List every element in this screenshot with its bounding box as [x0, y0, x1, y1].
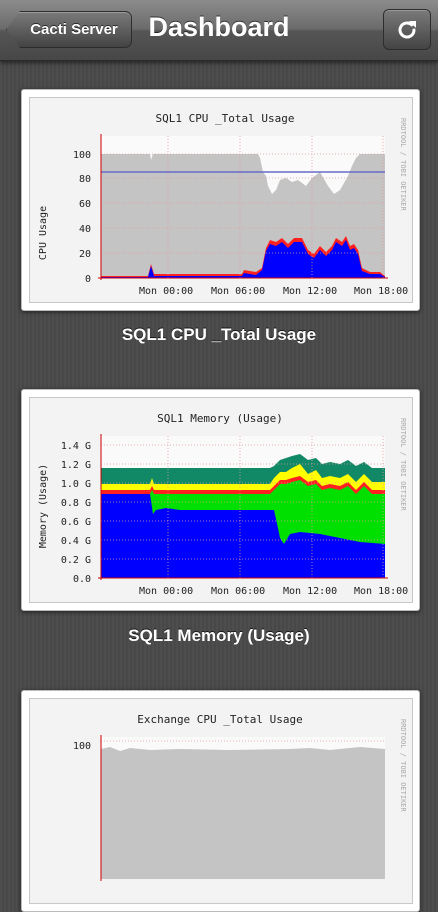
x-tick: Mon 00:00	[139, 286, 193, 297]
y-tick: 100	[73, 741, 91, 752]
graph-title: SQL1 CPU _Total Usage	[155, 112, 294, 125]
x-tick: Mon 12:00	[283, 286, 337, 297]
x-tick: Mon 06:00	[211, 586, 265, 597]
graph-title: SQL1 Memory (Usage)	[157, 412, 283, 425]
x-tick: Mon 18:00	[354, 286, 408, 297]
refresh-icon	[398, 20, 416, 38]
y-tick: 20	[79, 249, 91, 260]
y-tick: 0.6 G	[61, 517, 91, 528]
y-tick: 80	[79, 174, 91, 185]
graph-caption-cpu: SQL1 CPU _Total Usage	[121, 325, 317, 344]
memory-graph-svg: SQL1 Memory (Usage) Memory (Usage) RRDTO…	[38, 412, 408, 597]
y-tick: 40	[79, 224, 91, 235]
y-axis-label: CPU Usage	[38, 206, 49, 260]
rrdtool-watermark: RRDTOOL / TOBI OETIKER	[399, 719, 407, 813]
rrdtool-watermark: RRDTOOL / TOBI OETIKER	[399, 118, 407, 212]
graph-image-memory: SQL1 Memory (Usage) Memory (Usage) RRDTO…	[29, 397, 413, 603]
y-axis-label: Memory (Usage)	[38, 464, 49, 548]
y-tick: 1.0 G	[61, 479, 91, 490]
cpu-blue-area	[101, 240, 385, 278]
graph-card-exchange-cpu[interactable]: Exchange CPU _Total Usage RRDTOOL / TOBI…	[21, 690, 420, 912]
cpu-graph-svg: SQL1 CPU _Total Usage CPU Usage RRDTOOL …	[38, 112, 408, 297]
y-tick: 1.2 G	[61, 460, 91, 471]
x-tick: Mon 12:00	[283, 586, 337, 597]
y-tick: 0.8 G	[61, 498, 91, 509]
exchange-idle-area	[101, 747, 385, 879]
y-tick: 0.2 G	[61, 555, 91, 566]
x-tick: Mon 00:00	[139, 586, 193, 597]
graph-title: Exchange CPU _Total Usage	[137, 713, 303, 726]
y-tick: 1.4 G	[61, 441, 91, 452]
navigation-bar: Cacti Server Dashboard	[0, 0, 438, 61]
memory-blue-area	[101, 494, 385, 578]
y-tick: 0.0	[73, 574, 91, 585]
y-tick: 60	[79, 199, 91, 210]
y-tick: 0	[85, 274, 91, 285]
y-tick: 100	[73, 150, 91, 161]
exchange-graph-svg: Exchange CPU _Total Usage RRDTOOL / TOBI…	[73, 713, 407, 881]
rrdtool-watermark: RRDTOOL / TOBI OETIKER	[399, 418, 407, 512]
graph-image-exchange-cpu: Exchange CPU _Total Usage RRDTOOL / TOBI…	[29, 698, 413, 904]
refresh-button[interactable]	[383, 9, 431, 50]
graph-card-memory[interactable]: SQL1 Memory (Usage) Memory (Usage) RRDTO…	[21, 389, 420, 611]
x-tick: Mon 18:00	[354, 586, 408, 597]
x-tick: Mon 06:00	[211, 286, 265, 297]
back-button[interactable]: Cacti Server	[6, 11, 132, 48]
cpu-idle-area	[101, 154, 385, 278]
back-button-label: Cacti Server	[30, 21, 118, 38]
graph-card-cpu[interactable]: SQL1 CPU _Total Usage CPU Usage RRDTOOL …	[21, 89, 420, 311]
graph-image-cpu: SQL1 CPU _Total Usage CPU Usage RRDTOOL …	[29, 97, 413, 303]
graph-caption-memory: SQL1 Memory (Usage)	[128, 626, 310, 645]
y-tick: 0.4 G	[61, 536, 91, 547]
